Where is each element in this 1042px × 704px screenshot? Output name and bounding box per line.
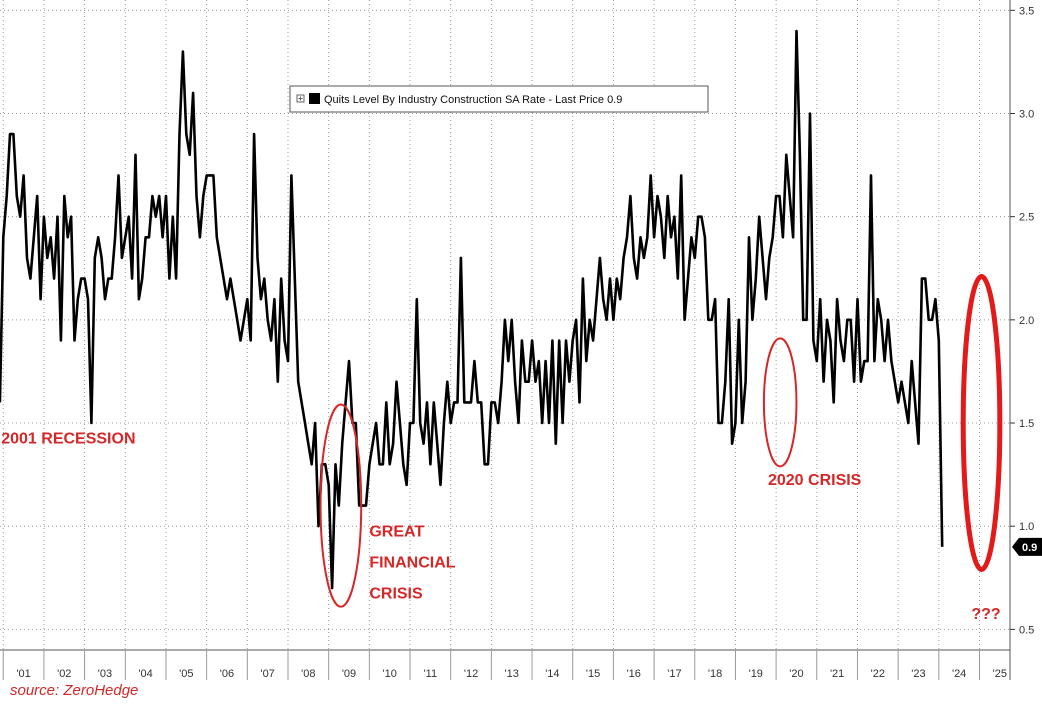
annotation-label: GREAT — [369, 524, 424, 541]
annotation-layer: 2001 RECESSION GREAT FINANCIAL CRISIS 2020 C… — [1, 431, 1000, 623]
last-price-label: 0.9 — [1022, 542, 1037, 554]
annotation-label: 2001 RECESSION — [1, 431, 135, 448]
legend-entry: Quits Level By Industry Construction SA … — [324, 94, 622, 106]
highlight-ellipse — [762, 337, 798, 468]
y-tick-label: 3.0 — [1019, 108, 1034, 120]
last-price-marker: 0.9 — [1012, 537, 1042, 556]
x-tick-label: '05 — [179, 668, 193, 680]
x-tick-label: '07 — [260, 668, 274, 680]
legend-swatch — [309, 93, 320, 104]
y-tick-label: 3.5 — [1019, 5, 1034, 17]
x-tick-label: '22 — [871, 668, 885, 680]
x-tick-label: '11 — [424, 668, 438, 680]
y-axis: 0.5 1.0 1.5 2.0 2.5 3.0 3.5 — [1010, 5, 1034, 636]
annotation-label: CRISIS — [369, 585, 423, 602]
x-tick-label: '13 — [505, 668, 519, 680]
x-axis: '01 '02 '03 '04 '05 '06 '07 '08 '09 '10 '11 '12 '13 '… — [2, 650, 1007, 680]
x-tick-label: '10 — [383, 668, 397, 680]
x-tick-label: '25 — [993, 668, 1007, 680]
x-tick-label: '03 — [98, 668, 112, 680]
y-tick-label: 2.5 — [1019, 212, 1034, 224]
x-tick-label: '17 — [667, 668, 681, 680]
y-tick-label: 1.0 — [1019, 521, 1034, 533]
x-tick-label: '16 — [627, 668, 641, 680]
x-tick-label: '12 — [464, 668, 478, 680]
x-tick-label: '24 — [952, 668, 966, 680]
x-tick-label: '19 — [749, 668, 763, 680]
x-tick-label: '21 — [830, 668, 844, 680]
x-tick-label: '01 — [16, 668, 30, 680]
series-layer — [0, 29, 944, 590]
source-credit: source: ZeroHedge — [10, 682, 139, 699]
y-tick-label: 1.5 — [1019, 418, 1034, 430]
x-tick-label: '04 — [138, 668, 152, 680]
annotation-label: 2020 CRISIS — [768, 472, 862, 489]
series-line — [0, 29, 944, 590]
x-tick-label: '18 — [708, 668, 722, 680]
x-tick-label: '02 — [57, 668, 71, 680]
x-tick-label: '06 — [220, 668, 234, 680]
highlight-ellipse — [319, 403, 363, 608]
annotation-label: FINANCIAL — [369, 554, 455, 571]
x-tick-label: '15 — [586, 668, 600, 680]
highlight-layer — [319, 274, 1003, 608]
x-tick-label: '14 — [545, 668, 559, 680]
x-tick-label: '09 — [342, 668, 356, 680]
y-tick-label: 0.5 — [1019, 624, 1034, 636]
x-tick-label: '08 — [301, 668, 315, 680]
annotation-label: ??? — [971, 606, 1000, 623]
x-tick-label: '23 — [911, 668, 925, 680]
legend: Quits Level By Industry Construction SA … — [289, 85, 709, 113]
y-tick-label: 2.0 — [1019, 315, 1034, 327]
highlight-ellipse — [960, 274, 1003, 573]
legend-box — [289, 85, 709, 113]
last-price-tag — [1012, 537, 1042, 556]
x-tick-label: '20 — [789, 668, 803, 680]
